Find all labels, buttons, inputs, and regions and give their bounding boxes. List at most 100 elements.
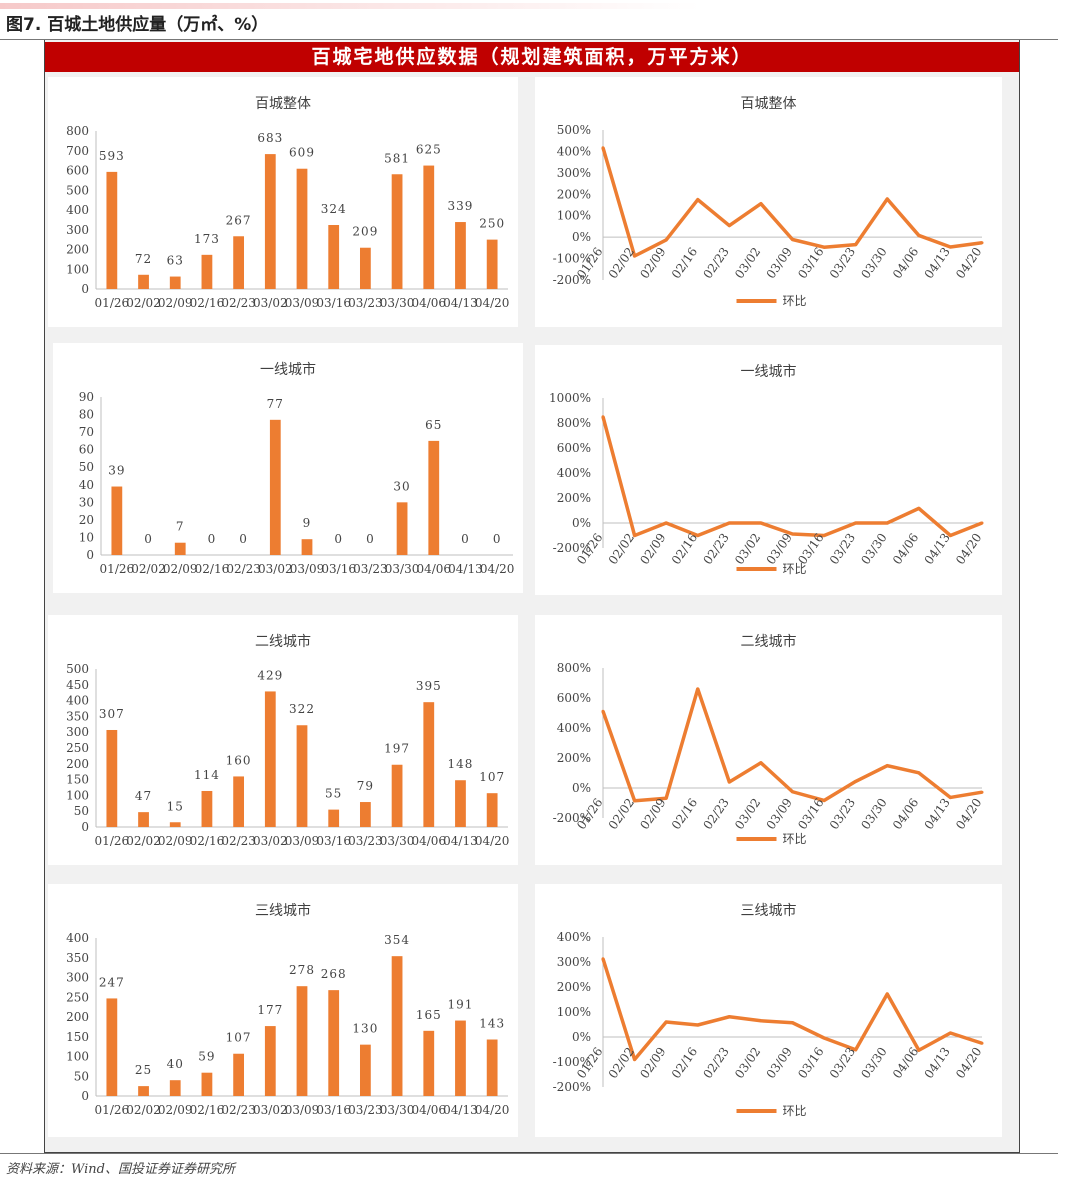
- y-tick-label: 0%: [572, 230, 591, 244]
- y-tick-label: 0%: [572, 516, 591, 530]
- bar: [391, 956, 403, 1096]
- y-tick-label: 0: [81, 1089, 89, 1103]
- x-tick-label: 02/16: [190, 296, 225, 310]
- data-label: 25: [135, 1063, 152, 1077]
- x-tick-label: 02/02: [606, 796, 637, 832]
- x-tick-label: 03/09: [764, 796, 795, 832]
- x-tick-label: 02/02: [131, 562, 166, 576]
- series-line: [601, 416, 983, 538]
- data-label: 395: [416, 679, 442, 693]
- data-point: [664, 1020, 668, 1024]
- chart-title: 百城整体: [255, 96, 311, 112]
- y-tick-label: 100: [66, 262, 89, 276]
- data-label: 267: [226, 213, 252, 227]
- bar: [138, 1086, 149, 1096]
- x-tick-label: 04/20: [480, 562, 515, 576]
- data-point: [885, 764, 889, 768]
- x-tick-label: 04/06: [890, 1045, 921, 1081]
- bar: [328, 225, 340, 289]
- data-point: [727, 1015, 731, 1019]
- y-tick-label: 400%: [557, 721, 591, 735]
- x-tick-label: 02/16: [669, 245, 700, 281]
- legend-label: 环比: [783, 1104, 807, 1118]
- data-label: 0: [461, 532, 470, 546]
- x-tick-label: 02/02: [606, 531, 637, 567]
- data-point: [696, 1023, 700, 1027]
- y-tick-label: 400: [66, 931, 89, 945]
- data-point: [822, 798, 826, 802]
- bar: [296, 725, 308, 827]
- data-point: [633, 1058, 637, 1061]
- bar: [486, 1039, 498, 1096]
- bar: [106, 171, 118, 289]
- bar: [391, 174, 403, 289]
- bar: [233, 1053, 245, 1096]
- x-tick-label: 04/20: [953, 796, 984, 832]
- y-tick-label: 0: [81, 820, 89, 834]
- y-tick-label: 10: [79, 530, 94, 544]
- x-tick-label: 01/26: [95, 834, 130, 848]
- data-label: 30: [393, 479, 410, 493]
- x-tick-label: 02/23: [226, 562, 261, 576]
- y-tick-label: 300%: [557, 166, 591, 180]
- x-tick-label: 03/30: [858, 796, 889, 832]
- x-tick-label: 02/16: [669, 531, 700, 567]
- data-label: 0: [366, 532, 375, 546]
- x-tick-label: 01/26: [100, 562, 135, 576]
- y-tick-label: 400%: [557, 930, 591, 944]
- bar: [455, 780, 466, 827]
- data-label: 165: [416, 1008, 442, 1022]
- x-tick-label: 03/09: [290, 562, 325, 576]
- y-tick-label: 50: [74, 804, 89, 818]
- bar: [138, 812, 149, 827]
- x-tick-label: 04/13: [448, 562, 483, 576]
- data-label: 247: [99, 975, 125, 989]
- y-tick-label: 0%: [572, 781, 591, 795]
- series-line: [601, 687, 983, 803]
- x-tick-label: 04/06: [411, 296, 446, 310]
- y-tick-label: 800%: [557, 661, 591, 675]
- y-tick-label: 50: [79, 460, 94, 474]
- y-tick-label: 200%: [557, 751, 591, 765]
- data-point: [948, 1031, 952, 1035]
- x-tick-label: 02/09: [158, 1103, 193, 1117]
- chart-title: 二线城市: [255, 633, 311, 650]
- y-tick-label: -100%: [553, 1055, 591, 1069]
- bar: [264, 1026, 276, 1096]
- chart-svg: 一线城市01020304050607080903901/26002/02702/…: [79, 361, 515, 576]
- line-chart-3: 一线城市 -200% 0% 200% 400% 600% 800% 1000% 01/26 02/…: [535, 345, 1002, 595]
- y-tick-label: 100: [66, 1050, 89, 1064]
- bar-chart-6: 三线城市 0 50 100 150 200 250 300 350 400 247 01/26 25 02…: [48, 884, 518, 1137]
- y-tick-label: 150: [66, 1030, 89, 1044]
- data-label: 268: [321, 967, 347, 981]
- x-tick-label: 03/23: [348, 296, 383, 310]
- x-tick-label: 03/23: [827, 531, 858, 567]
- x-tick-label: 03/02: [253, 834, 288, 848]
- bar: [106, 998, 118, 1096]
- data-point: [822, 245, 826, 249]
- bar: [264, 154, 276, 289]
- chart-svg: 百城整体-200%-100%0%100%200%300%400%500%01/2…: [553, 96, 985, 308]
- x-tick-label: 04/06: [890, 531, 921, 567]
- x-tick-label: 02/23: [221, 1103, 256, 1117]
- bar: [169, 276, 181, 289]
- bar: [486, 239, 498, 289]
- chart-title: 三线城市: [741, 902, 797, 919]
- x-tick-label: 03/09: [285, 834, 320, 848]
- y-tick-label: 200%: [557, 187, 591, 201]
- data-label: 59: [198, 1050, 215, 1064]
- data-label: 107: [226, 1031, 252, 1045]
- bar: [328, 990, 340, 1096]
- x-tick-label: 03/16: [795, 245, 826, 281]
- bar: [396, 502, 408, 555]
- data-point: [696, 687, 700, 691]
- bar: [264, 691, 276, 827]
- data-point: [791, 532, 794, 536]
- data-point: [727, 521, 731, 525]
- data-label: 191: [448, 998, 474, 1012]
- data-point: [601, 146, 605, 150]
- y-tick-label: 700: [66, 144, 89, 158]
- y-tick-label: -200%: [553, 1080, 591, 1094]
- y-tick-label: 800: [66, 124, 89, 138]
- x-tick-label: 03/16: [321, 562, 356, 576]
